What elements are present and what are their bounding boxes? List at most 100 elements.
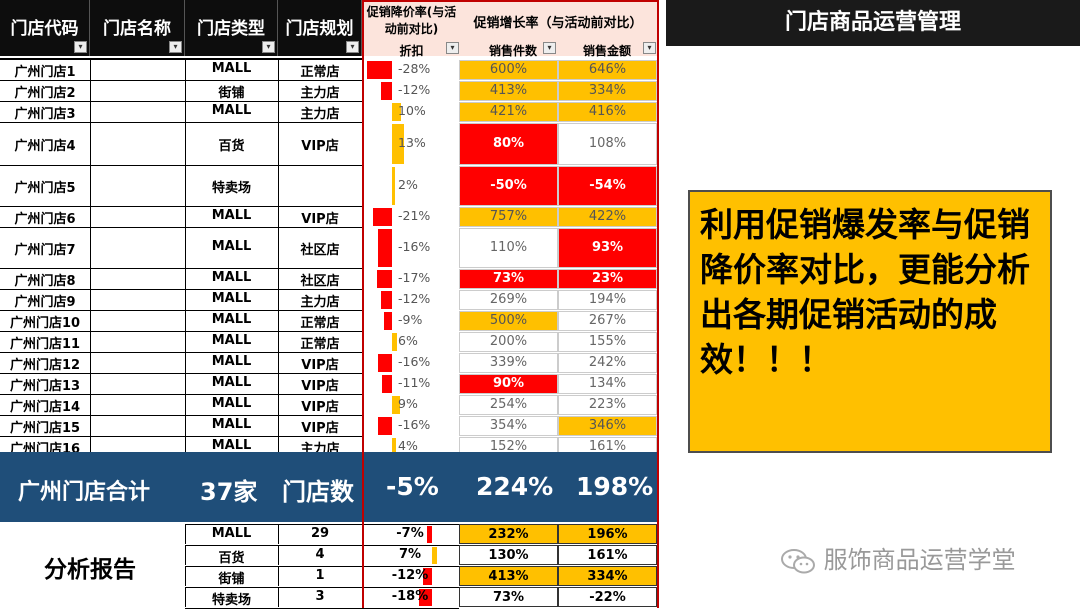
discount-bar: [392, 167, 395, 205]
total-label: 广州门店合计: [18, 480, 151, 505]
header-filter-dropdown[interactable]: ▾: [169, 41, 182, 53]
amt-cell: 108%: [558, 123, 657, 165]
amt-cell: 334%: [558, 81, 657, 101]
analysis-amt-cell: 334%: [558, 566, 657, 586]
qty-cell: 200%: [459, 332, 558, 352]
grid-line: [278, 416, 279, 436]
amt-cell: 134%: [558, 374, 657, 394]
grid-line: [185, 545, 459, 546]
grid-line: [278, 395, 279, 415]
store-plan: VIP店: [301, 139, 339, 154]
grid-line: [185, 437, 186, 457]
grid-line: [185, 102, 186, 122]
grid-line: [278, 290, 279, 310]
store-code: 广州门店14: [9, 400, 81, 415]
analysis-qty-cell-value: 413%: [488, 569, 529, 584]
qty-cell: 600%: [459, 60, 558, 80]
grid-line: [185, 416, 186, 436]
grid-line: [185, 123, 186, 165]
amt-filter-dropdown[interactable]: ▾: [643, 42, 656, 54]
qty-cell-value: 73%: [492, 271, 525, 286]
store-type: MALL: [211, 291, 252, 306]
discount-value: 4%: [398, 438, 418, 453]
analysis-discount-value: -12%: [391, 568, 429, 583]
qty-cell-value: 269%: [489, 292, 528, 307]
grid-line: [185, 545, 186, 565]
grid-line: [278, 311, 279, 331]
grid-line: [185, 332, 186, 352]
qty-cell: 339%: [459, 353, 558, 373]
grid-line: [0, 101, 362, 102]
store-code: 广州门店5: [14, 181, 76, 196]
qty-cell-value: 110%: [489, 240, 528, 255]
store-plan: 主力店: [300, 107, 340, 122]
qty-cell-value: 152%: [489, 439, 528, 454]
store-type: MALL: [211, 312, 252, 327]
discount-value: -12%: [398, 82, 431, 97]
store-code: 广州门店4: [14, 139, 76, 154]
analysis-discount-bar: [426, 526, 432, 543]
qty-cell-value: 254%: [489, 397, 528, 412]
store-plan: 社区店: [300, 243, 340, 258]
callout-box: 利用促销爆发率与促销降价率对比，更能分析出各期促销活动的成效！！！: [688, 190, 1052, 453]
growth-column-outline: [657, 0, 659, 608]
analysis-qty-cell: 73%: [459, 587, 558, 607]
discount-bar: [377, 354, 392, 372]
qty-cell-value: 500%: [489, 313, 528, 328]
store-code: 广州门店13: [9, 379, 81, 394]
analysis-qty-cell: 130%: [459, 545, 558, 565]
grid-line: [278, 524, 279, 544]
grid-line: [90, 60, 91, 80]
grid-line: [278, 207, 279, 227]
store-plan: 正常店: [300, 65, 340, 80]
qty-cell: 413%: [459, 81, 558, 101]
store-type: MALL: [211, 333, 252, 348]
total-count-label: 门店数: [282, 478, 354, 506]
qty-cell-value: 600%: [489, 62, 528, 77]
analysis-amt-cell-value: 196%: [587, 527, 628, 542]
total-amt: 198%: [576, 472, 654, 501]
qty-cell: 269%: [459, 290, 558, 310]
qty-cell: 757%: [459, 207, 558, 227]
store-code: 广州门店12: [9, 358, 81, 373]
grid-line: [0, 352, 362, 353]
grid-line: [0, 289, 362, 290]
qty-filter-dropdown[interactable]: ▾: [543, 42, 556, 54]
qty-cell: 254%: [459, 395, 558, 415]
grid-line: [278, 123, 279, 165]
store-plan: 主力店: [300, 86, 340, 101]
grid-line: [185, 228, 186, 268]
header-filter-dropdown[interactable]: ▾: [262, 41, 275, 53]
store-type: 特卖场: [211, 181, 251, 196]
grid-line: [185, 524, 459, 525]
total-row: 广州门店合计 37家 门店数 -5% 224% 198%: [0, 452, 659, 522]
analysis-discount-bar: [432, 547, 438, 564]
grid-line: [90, 123, 91, 165]
analysis-amt-cell-value: 161%: [587, 548, 628, 563]
amt-cell-value: 267%: [588, 313, 627, 328]
analysis-discount-value: -7%: [396, 526, 424, 541]
amt-cell: 93%: [558, 228, 657, 268]
discount-bar: [392, 333, 398, 351]
amt-cell-value: 194%: [588, 292, 627, 307]
qty-cell-value: 200%: [489, 334, 528, 349]
store-code: 广州门店1: [14, 65, 76, 80]
qty-cell: 500%: [459, 311, 558, 331]
amt-cell: 194%: [558, 290, 657, 310]
grid-line: [90, 332, 91, 352]
analysis-store-count: 1: [315, 568, 325, 583]
header-filter-dropdown[interactable]: ▾: [346, 41, 359, 53]
qty-cell-value: 90%: [492, 376, 525, 391]
grid-line: [90, 228, 91, 268]
discount-value: 10%: [398, 103, 426, 118]
grid-line: [0, 227, 362, 228]
analysis-qty-cell: 413%: [459, 566, 558, 586]
analysis-qty-cell: 232%: [459, 524, 558, 544]
analysis-amt-cell: 196%: [558, 524, 657, 544]
grid-line: [90, 207, 91, 227]
discount-filter-dropdown[interactable]: ▾: [446, 42, 459, 54]
store-plan: VIP店: [301, 421, 339, 436]
grid-line: [185, 290, 186, 310]
qty-cell: 354%: [459, 416, 558, 436]
header-filter-dropdown[interactable]: ▾: [74, 41, 87, 53]
